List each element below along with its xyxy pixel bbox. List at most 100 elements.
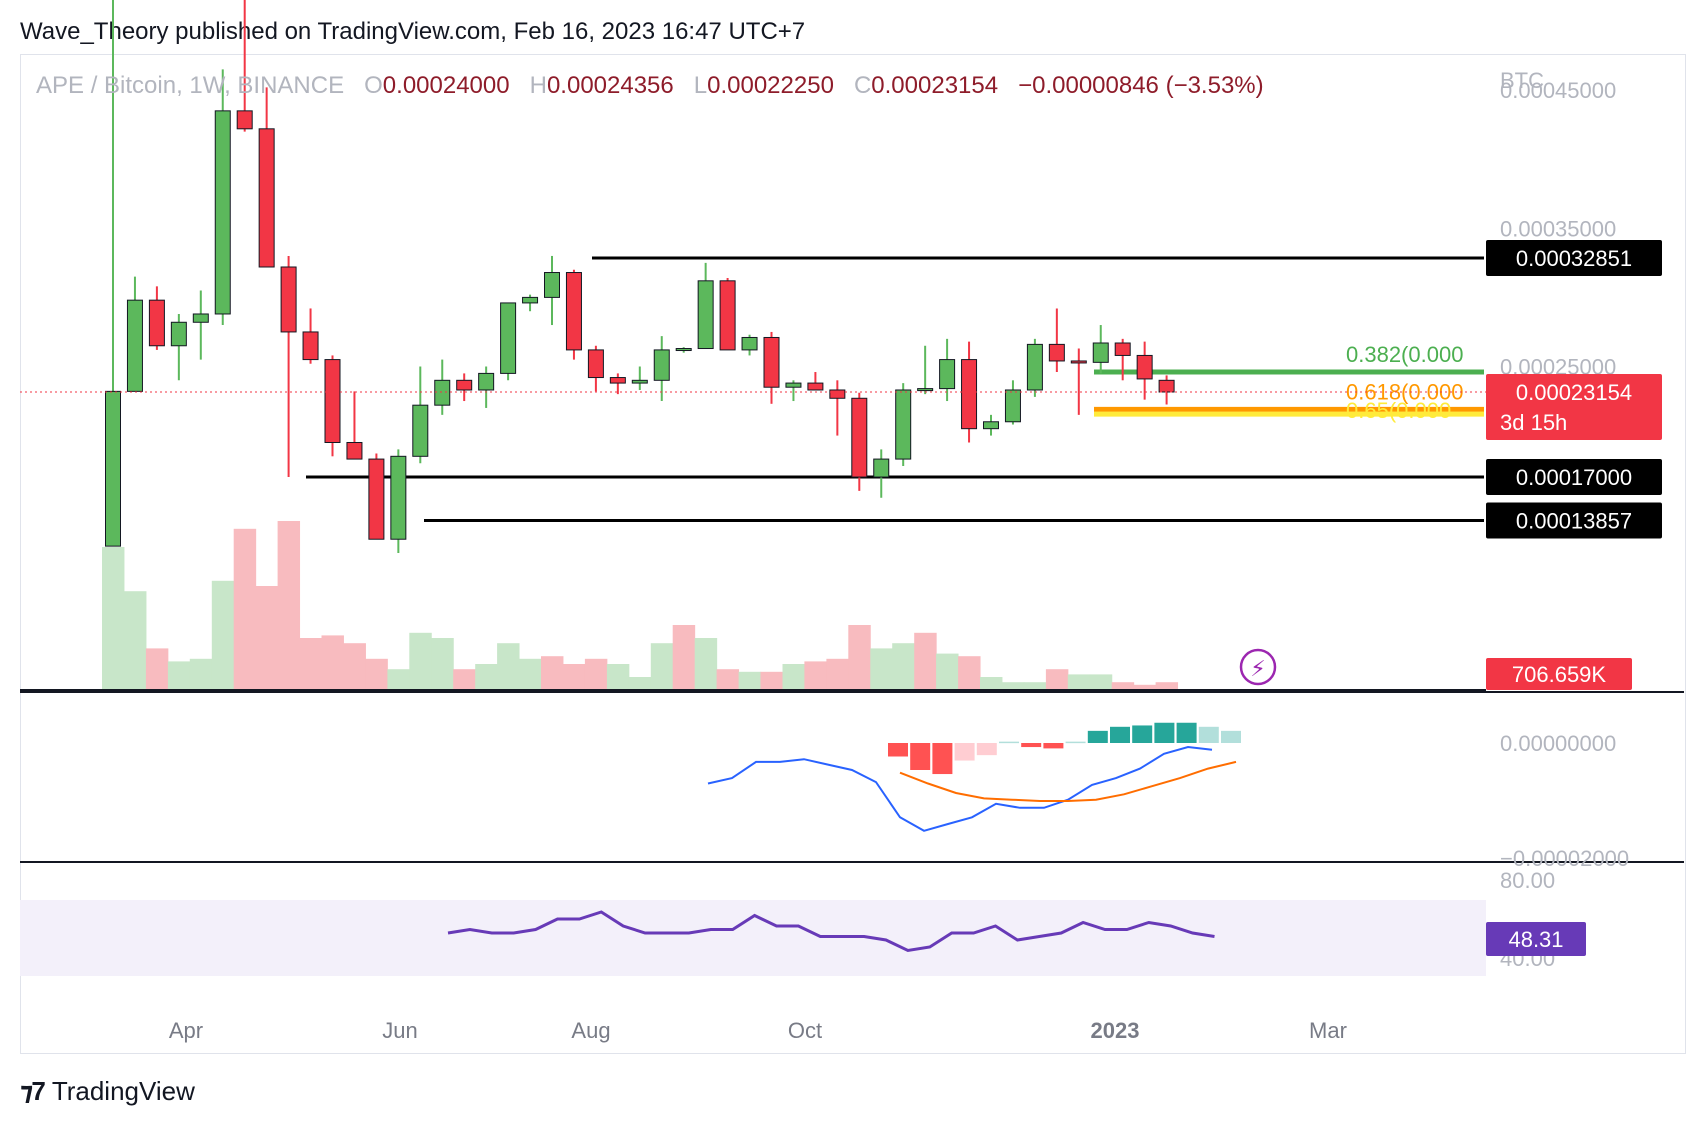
last-price-label: 0.00023154 xyxy=(1516,380,1632,405)
candle-body xyxy=(1026,343,1043,391)
volume-bar xyxy=(1133,684,1157,690)
time-axis-tick: Jun xyxy=(382,1018,417,1043)
volume-bar xyxy=(233,528,257,690)
candle-body xyxy=(170,321,187,347)
fib-level-label: 0.65(0.000 xyxy=(1346,398,1451,423)
time-axis-tick: Mar xyxy=(1309,1018,1347,1043)
candle-body xyxy=(719,280,736,351)
candle-body xyxy=(1114,342,1131,356)
rsi-band xyxy=(20,900,1486,976)
volume-bar xyxy=(804,661,827,690)
level-label-bg xyxy=(1486,502,1662,539)
volume-label: 706.659K xyxy=(1512,662,1607,687)
volume-bar xyxy=(145,648,169,690)
volume-bar xyxy=(211,580,235,690)
candle-body xyxy=(368,458,385,540)
volume-bar xyxy=(321,635,344,690)
volume-bar xyxy=(343,643,366,690)
candle-body xyxy=(522,296,539,304)
candle-body xyxy=(500,302,517,374)
macd-histogram-bar xyxy=(932,743,953,775)
rsi-label: 48.31 xyxy=(1508,927,1563,952)
volume-bar xyxy=(497,643,520,690)
candle-body xyxy=(807,382,824,391)
candle-body xyxy=(763,336,780,388)
volume-label-bg xyxy=(1486,658,1632,690)
volume-bar xyxy=(980,677,1003,690)
candle-body xyxy=(105,390,121,547)
volume-bar xyxy=(387,669,410,690)
volume-bar xyxy=(255,586,279,690)
time-axis-tick: Oct xyxy=(788,1018,822,1043)
candle-body xyxy=(917,388,934,392)
volume-bar xyxy=(782,664,805,690)
volume-bar xyxy=(475,664,498,690)
volume-bar xyxy=(1089,674,1113,690)
time-axis-tick: Aug xyxy=(571,1018,610,1043)
candle-body xyxy=(302,331,319,361)
fib-level-label: 0.382(0.000 xyxy=(1346,342,1463,367)
candle-body xyxy=(346,441,363,460)
candle-body xyxy=(324,359,341,443)
time-axis-tick: 2023 xyxy=(1091,1018,1140,1043)
volume-bar xyxy=(453,669,476,690)
candle-body xyxy=(675,348,692,352)
footer-brand[interactable]: ⁊7 TradingView xyxy=(20,1076,195,1107)
volume-bar xyxy=(541,656,564,690)
volume-bar xyxy=(672,625,696,690)
candle-body xyxy=(1004,389,1021,423)
last-price-label-bg xyxy=(1486,374,1662,440)
level-label: 0.00032851 xyxy=(1516,246,1632,271)
volume-bar xyxy=(409,632,432,690)
macd-histogram-bar xyxy=(910,743,931,770)
volume-bar xyxy=(299,638,323,690)
symbol-label[interactable]: APE / Bitcoin, 1W, BINANCE xyxy=(36,72,345,99)
volume-bar xyxy=(563,664,586,690)
level-label: 0.00017000 xyxy=(1516,465,1632,490)
macd-histogram-bar xyxy=(1176,722,1197,743)
volume-bar xyxy=(892,643,915,690)
chart-frame xyxy=(20,54,1686,1054)
volume-bar xyxy=(1067,674,1091,690)
volume-bar xyxy=(1155,682,1179,690)
candle-body xyxy=(390,455,407,540)
volume-bar xyxy=(365,658,388,690)
volume-bar xyxy=(1045,669,1069,690)
level-label-bg xyxy=(1486,240,1662,276)
brand-name: TradingView xyxy=(51,1076,195,1106)
candle-body xyxy=(697,280,714,350)
candle-body xyxy=(653,349,670,381)
lightning-icon xyxy=(1239,648,1277,686)
volume-bar xyxy=(958,656,981,690)
candle-body xyxy=(192,313,209,323)
volume-bar xyxy=(584,658,608,690)
macd-histogram-bar xyxy=(1021,743,1042,748)
macd-histogram-bar xyxy=(1043,743,1064,749)
candle-body xyxy=(478,372,495,391)
volume-bar xyxy=(826,658,849,690)
candle-body xyxy=(214,110,231,315)
volume-bar xyxy=(519,658,542,690)
macd-histogram-bar xyxy=(954,743,975,761)
candle-body xyxy=(785,382,802,388)
candle-body xyxy=(895,389,912,460)
volume-bar xyxy=(102,547,125,690)
macd-histogram-bar xyxy=(999,741,1019,744)
candle-body xyxy=(961,359,978,430)
macd-axis-tick: 0.00000000 xyxy=(1500,731,1616,756)
volume-bar xyxy=(606,664,630,690)
candle-body xyxy=(873,458,890,478)
volume-bar xyxy=(694,638,718,690)
candle-body xyxy=(1070,360,1087,364)
low-value: 0.00022250 xyxy=(707,72,834,99)
volume-bar xyxy=(936,653,959,690)
macd-histogram-bar xyxy=(888,743,908,757)
macd-histogram-bar xyxy=(1065,741,1086,744)
candle-body xyxy=(587,349,604,379)
close-value: 0.00023154 xyxy=(871,72,999,99)
price-axis-unit: BTC xyxy=(1500,68,1544,93)
macd-histogram-bar xyxy=(976,743,997,756)
open-value: 0.00024000 xyxy=(382,72,510,99)
candle-body xyxy=(258,128,275,268)
